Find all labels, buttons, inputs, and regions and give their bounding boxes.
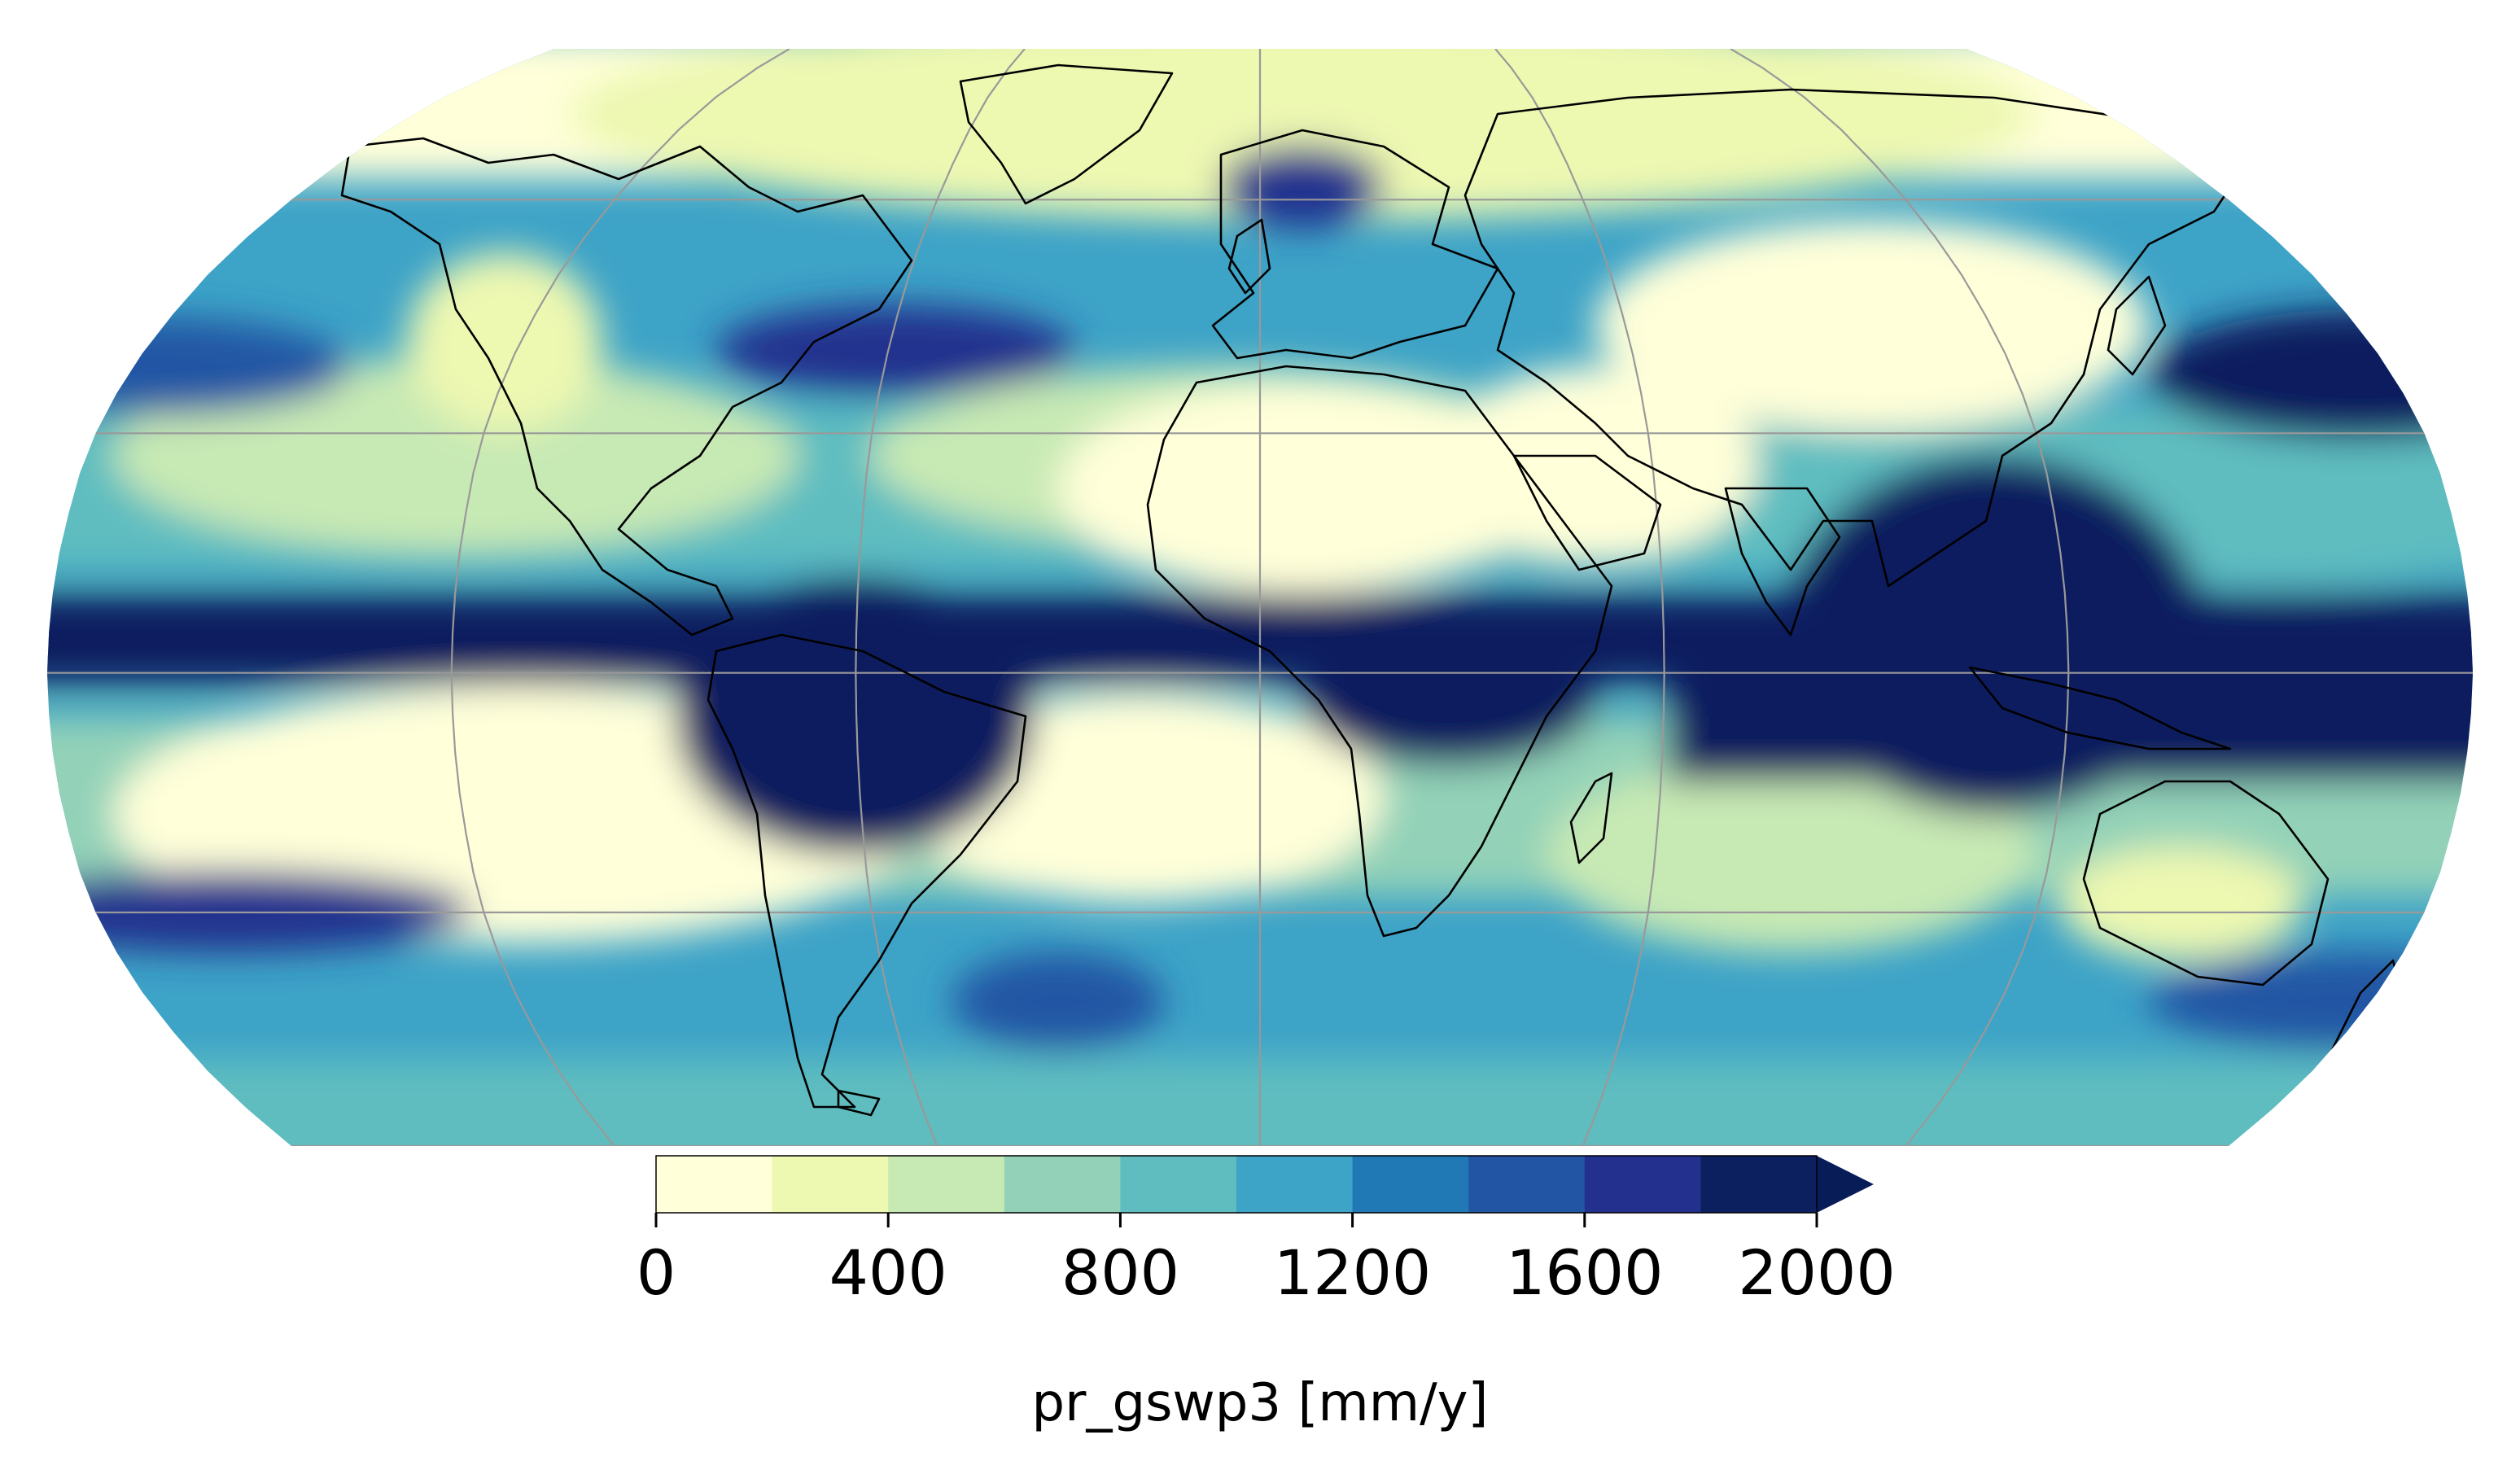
colorbar-bin — [1120, 1156, 1237, 1213]
coastline-indonesia — [1968, 666, 2232, 750]
coastline-india — [1724, 487, 1841, 637]
colorbar-bin — [888, 1156, 1005, 1213]
colorbar-tick-label: 1200 — [1274, 1236, 1431, 1309]
colorbar-bin — [1004, 1156, 1121, 1213]
colorbar-label: pr_gswp3 [mm/y] — [1032, 1373, 1489, 1433]
coastline-south-america — [707, 633, 1027, 1109]
coastline-australia — [2082, 780, 2330, 986]
coastline-arabia — [1512, 454, 1662, 571]
coastline-tierra-del-fuego — [837, 1089, 881, 1117]
colorbar-frame — [655, 1155, 1818, 1214]
coastline-japan — [2107, 275, 2167, 376]
colorbar-bin — [1352, 1156, 1469, 1213]
coastline-uk — [1227, 218, 1271, 295]
coastline-madagascar — [1569, 772, 1613, 864]
colorbar-bin — [772, 1156, 889, 1213]
colorbar-tick-label: 800 — [1061, 1236, 1179, 1309]
world-map — [47, 49, 2473, 1146]
colorbar-bin — [1700, 1156, 1818, 1213]
colorbar: 0 400 800 1200 1600 2000 pr_gswp3 [mm/y] — [637, 1155, 1896, 1433]
colorbar-ticks: 0 400 800 1200 1600 2000 — [637, 1213, 1896, 1309]
colorbar-tick-label: 0 — [637, 1236, 676, 1309]
coastline-north-america — [340, 137, 913, 637]
coastline-greenland — [959, 63, 1174, 205]
coastline-africa — [1146, 365, 1613, 938]
colorbar-bin — [1468, 1156, 1586, 1213]
colorbar-extend-arrow — [1817, 1156, 1874, 1213]
colorbar-tick-label: 400 — [829, 1236, 947, 1309]
colorbar-tick-label: 1600 — [1506, 1236, 1663, 1309]
colorbar-bin — [1584, 1156, 1701, 1213]
coastline-europe — [1211, 129, 1499, 360]
colorbar-tick-label: 2000 — [1738, 1236, 1895, 1309]
colorbar-bins — [656, 1156, 1818, 1213]
colorbar-bin — [656, 1156, 773, 1213]
colorbar-bin — [1236, 1156, 1354, 1213]
